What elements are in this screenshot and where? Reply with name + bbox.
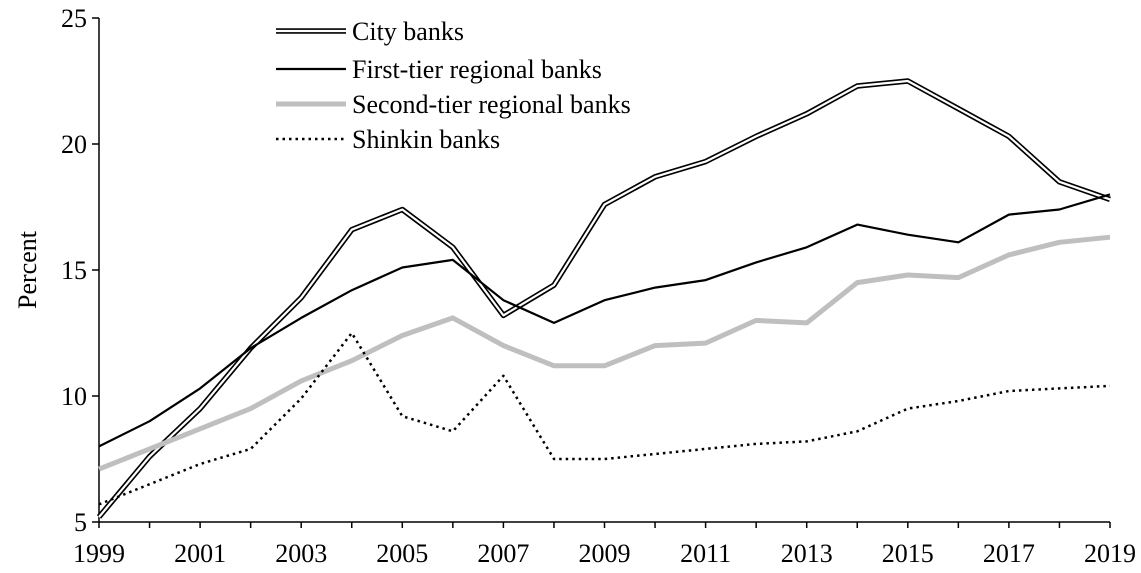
series-group: [96, 78, 1111, 519]
x-tick-label: 2019: [1084, 539, 1136, 568]
legend-label: First-tier regional banks: [352, 55, 602, 84]
y-tick-label: 25: [61, 4, 87, 33]
legend-label: Shinkin banks: [352, 125, 500, 154]
y-tick-label: 20: [61, 130, 87, 159]
x-tick-label: 2017: [983, 539, 1035, 568]
y-tick-label: 10: [61, 382, 87, 411]
x-tick-label: 2015: [882, 539, 934, 568]
x-tick-label: 2013: [781, 539, 833, 568]
series-line-city-banks-inner: [98, 79, 1111, 518]
legend-label: Second-tier regional banks: [352, 90, 631, 119]
y-axis-label: Percent: [13, 230, 42, 309]
x-tick-label: 1999: [73, 539, 125, 568]
axes: 5 10 15 20 25 1999 2001 2003 2005 2007 2009 2011 201…: [61, 4, 1136, 568]
series-line-first-tier-regional-banks: [98, 193, 1111, 448]
x-tick-label: 2011: [680, 539, 731, 568]
series-line-shinkin-banks: [98, 331, 1111, 506]
x-tick-label: 2003: [275, 539, 327, 568]
y-tick-label: 5: [74, 508, 87, 537]
series-line-second-tier-regional-banks: [98, 234, 1111, 472]
legend-label: City banks: [352, 17, 464, 46]
x-tick-label: 2001: [174, 539, 226, 568]
x-tick-label: 2005: [376, 539, 428, 568]
series-line-city-banks: [96, 78, 1111, 519]
y-tick-label: 15: [61, 256, 87, 285]
x-tick-label: 2009: [579, 539, 631, 568]
legend: City banks First-tier regional banks Secon…: [276, 17, 631, 154]
x-tick-label: 2007: [477, 539, 529, 568]
